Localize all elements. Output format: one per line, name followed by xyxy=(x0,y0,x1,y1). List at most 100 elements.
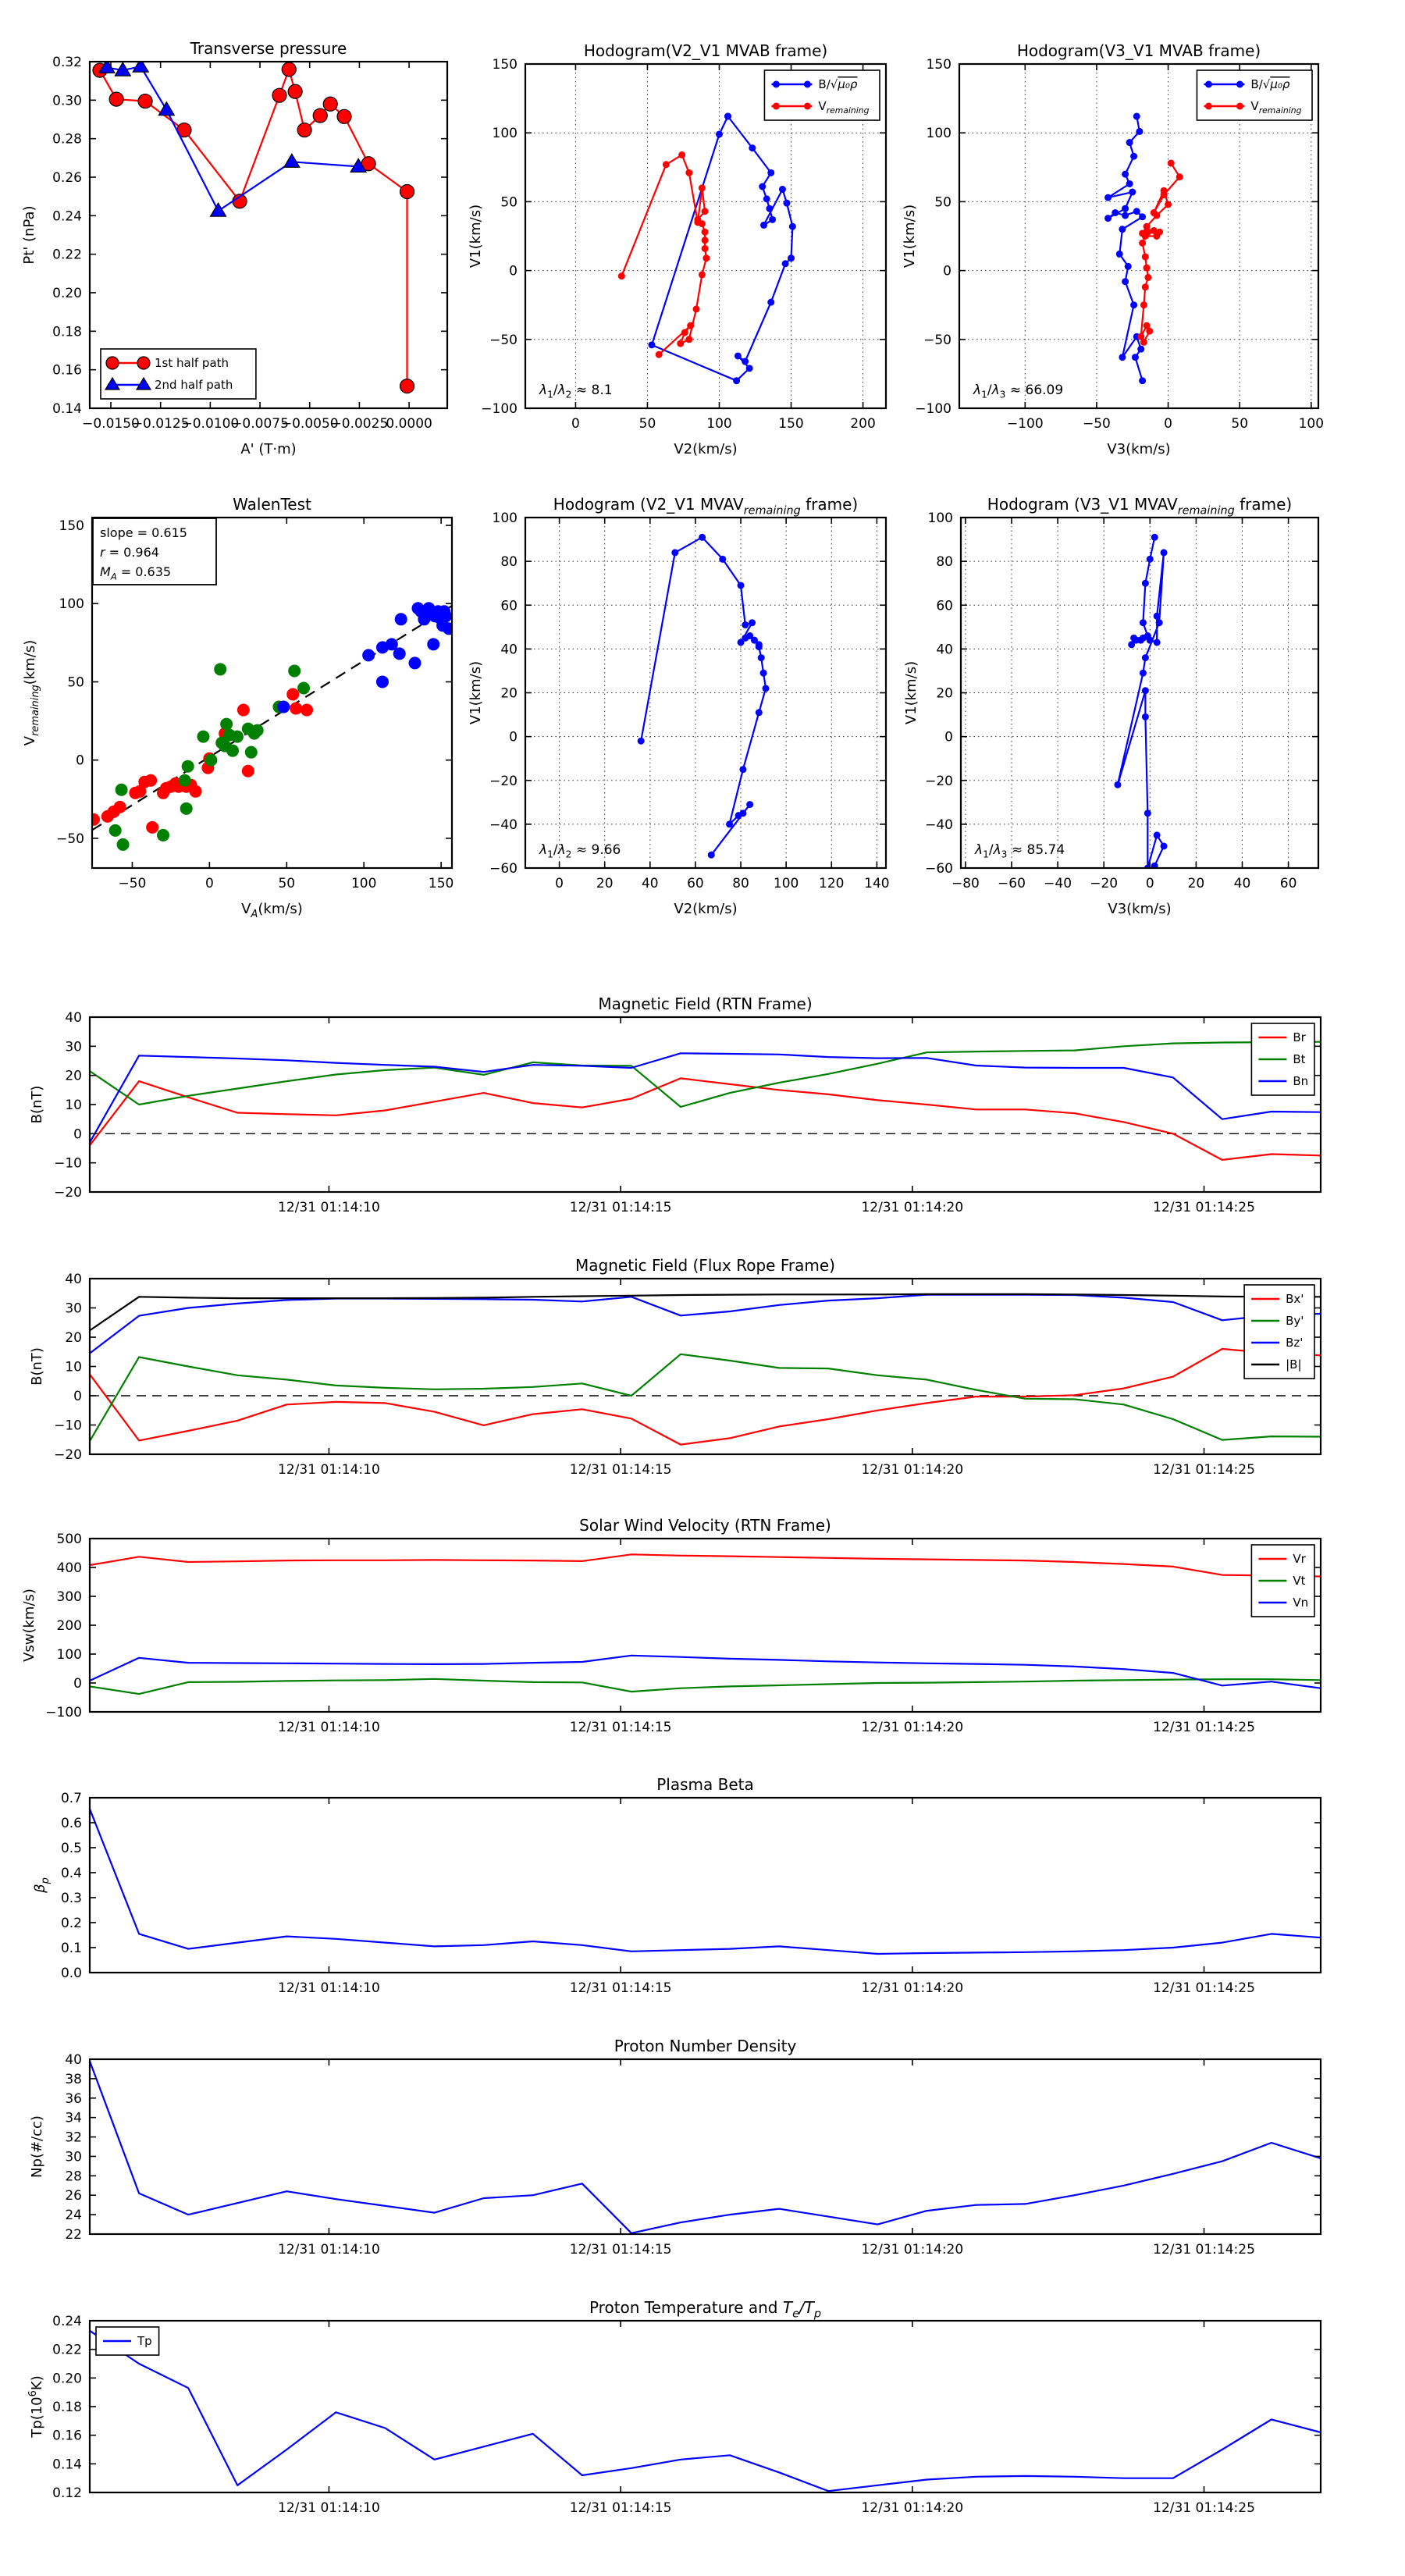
x-tick-label: −0.0050 xyxy=(281,416,339,432)
data-point-marker xyxy=(749,144,756,152)
data-point-marker xyxy=(237,703,250,717)
data-point-marker xyxy=(1122,278,1129,286)
x-tick-label: 12/31 01:14:10 xyxy=(278,1462,380,1478)
x-tick-label: 40 xyxy=(1234,876,1251,891)
chart-title: Solar Wind Velocity (RTN Frame) xyxy=(579,1516,831,1535)
chart-title: Hodogram(V2_V1 MVAB frame) xyxy=(584,41,827,60)
data-point-marker xyxy=(137,93,153,109)
axes-frame xyxy=(88,1277,1322,1456)
data-point-marker xyxy=(1204,80,1212,88)
y-tick-label: 100 xyxy=(493,126,518,141)
series-line xyxy=(89,2329,1321,2492)
x-tick-label: −50 xyxy=(1083,416,1111,432)
data-point-marker xyxy=(755,643,763,651)
legend-label: Br xyxy=(1293,1030,1306,1044)
series-line xyxy=(89,1293,1321,1332)
data-point-marker xyxy=(707,851,715,859)
series-line xyxy=(1116,537,1165,869)
series-group xyxy=(89,1553,1321,1695)
data-point-marker xyxy=(733,377,741,385)
data-point-marker xyxy=(113,800,126,813)
data-point-marker xyxy=(135,376,152,390)
data-point-marker xyxy=(1165,201,1172,208)
series-group xyxy=(91,602,453,851)
chart-title: Magnetic Field (RTN Frame) xyxy=(598,994,812,1013)
x-tick-label: 12/31 01:14:15 xyxy=(570,2500,672,2516)
series-line xyxy=(89,1808,1321,1955)
data-point-marker xyxy=(715,130,723,138)
series-Vt xyxy=(89,1678,1321,1695)
y-tick-label: 20 xyxy=(65,1069,82,1084)
chart-hodogram-v3v1-mvab: −100 −50 0 50 100 −100 −50 0 50 100 150 Hodogram(V3… xyxy=(902,41,1324,457)
x-tick-label: 12/31 01:14:25 xyxy=(1153,1980,1255,1996)
data-point-marker xyxy=(1160,187,1168,194)
data-point-marker xyxy=(114,61,132,76)
grid xyxy=(525,517,886,869)
data-point-marker xyxy=(209,201,227,217)
x-tick-label: −0.0125 xyxy=(132,416,190,432)
series-group xyxy=(1104,112,1183,385)
stats-line: r = 0.964 xyxy=(100,545,159,560)
x-tick-label: −0.0100 xyxy=(181,416,239,432)
data-point-marker xyxy=(648,341,656,349)
series-Br xyxy=(89,1077,1321,1162)
y-tick-label: 100 xyxy=(493,511,518,526)
series-line xyxy=(89,1077,1321,1162)
series-|B| xyxy=(89,1293,1321,1332)
chart-title: Proton Number Density xyxy=(614,2037,797,2055)
series-By' xyxy=(89,1353,1321,1442)
y-tick-label: 20 xyxy=(936,686,953,702)
series-Np xyxy=(89,2061,1321,2234)
eigenvalue-ratio-annotation: λ1/λ3 ≈ 66.09 xyxy=(973,382,1063,400)
data-point-marker xyxy=(399,183,415,200)
y-tick-label: −60 xyxy=(925,861,953,877)
data-point-marker xyxy=(742,621,749,629)
x-tick-label: 12/31 01:14:25 xyxy=(1153,2242,1255,2258)
ticks xyxy=(90,61,447,409)
y-tick-label: −40 xyxy=(925,817,953,833)
series-line xyxy=(99,68,408,386)
y-axis-label: Vremaining(km/s) xyxy=(22,640,41,745)
y-tick-label: 20 xyxy=(65,1330,82,1346)
legend-label: Bt xyxy=(1293,1052,1305,1066)
x-axis-label: V3(km/s) xyxy=(1107,441,1170,457)
data-point-marker xyxy=(762,685,770,692)
y-tick-label: −20 xyxy=(925,774,953,789)
data-point-marker xyxy=(1141,579,1149,587)
data-point-marker xyxy=(288,664,301,678)
y-tick-label: 0.5 xyxy=(61,1841,82,1856)
axes-frame xyxy=(958,62,1320,410)
y-tick-label: 0 xyxy=(509,264,518,279)
y-axis-label: Vsw(km/s) xyxy=(21,1589,37,1662)
data-point-marker xyxy=(1141,233,1149,240)
data-point-marker xyxy=(244,745,258,759)
data-point-marker xyxy=(251,724,264,737)
data-point-marker xyxy=(214,663,227,676)
legend: Br Bt Bn xyxy=(1250,1023,1315,1096)
x-tick-label: 100 xyxy=(706,416,731,432)
chart-title: Magnetic Field (Flux Rope Frame) xyxy=(575,1256,835,1275)
data-point-marker xyxy=(393,647,406,660)
data-point-marker xyxy=(439,610,453,623)
y-tick-label: 100 xyxy=(927,126,951,141)
data-point-marker xyxy=(1114,781,1122,788)
data-point-marker xyxy=(1130,634,1138,642)
x-tick-label: 60 xyxy=(1280,876,1297,891)
ticks xyxy=(90,1278,1321,1455)
y-tick-label: 0.20 xyxy=(52,286,82,301)
chart-hodogram-v3v1-mvav: −80 −60 −40 −20 0 20 40 60−60−40−20020406080100… xyxy=(903,495,1320,917)
data-point-marker xyxy=(734,352,742,360)
data-point-marker xyxy=(737,582,745,589)
series-line xyxy=(89,1654,1321,1689)
ticks xyxy=(961,517,1318,869)
data-point-marker xyxy=(701,237,709,244)
y-tick-label: 80 xyxy=(936,554,953,570)
data-point-marker xyxy=(241,764,254,777)
data-point-marker xyxy=(783,199,791,207)
data-point-marker xyxy=(1144,809,1151,817)
x-tick-label: 12/31 01:14:20 xyxy=(861,1720,963,1735)
data-point-marker xyxy=(702,254,710,262)
series-V remaining xyxy=(617,151,710,358)
data-point-marker xyxy=(272,87,287,103)
